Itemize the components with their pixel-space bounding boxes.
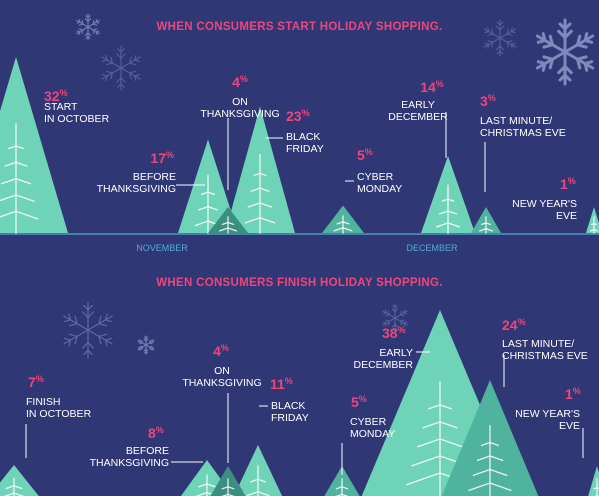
category-label: FINISH IN OCTOBER xyxy=(26,396,92,420)
tree-mark xyxy=(225,106,295,234)
category-label: BEFORE THANKSGIVING xyxy=(90,445,169,469)
chart-title: WHEN CONSUMERS START HOLIDAY SHOPPING. xyxy=(157,21,443,33)
tree-mark xyxy=(586,207,599,234)
data-label: 7% xyxy=(28,374,44,390)
tree-mark xyxy=(588,466,599,496)
snowflake-icon xyxy=(483,19,517,57)
data-label: 1% xyxy=(560,176,576,192)
category-label: NEW YEAR'S EVE xyxy=(515,408,580,432)
tree-mark-shape xyxy=(0,57,68,233)
data-label: 11% xyxy=(270,376,293,392)
category-label: START IN OCTOBER xyxy=(44,101,110,125)
tree-mark-shape xyxy=(0,465,39,496)
tree-mark-shape xyxy=(586,207,599,233)
category-label: LAST MINUTE/CHRISTMAS EVE xyxy=(480,115,566,139)
snowflake-icon xyxy=(382,303,408,333)
tree-mark xyxy=(210,466,246,496)
data-label: 24% xyxy=(502,317,526,333)
category-label: NEW YEAR'S EVE xyxy=(512,198,577,222)
tree-mark xyxy=(208,207,248,234)
chart-title: WHEN CONSUMERS FINISH HOLIDAY SHOPPING. xyxy=(156,277,442,289)
snowflake-icon xyxy=(137,335,155,355)
category-label: ON THANKSGIVING xyxy=(200,96,279,120)
data-label: 8% xyxy=(148,425,164,441)
tree-mark xyxy=(178,139,238,234)
category-label: BEFORE THANKSGIVING xyxy=(97,171,176,195)
tree-mark xyxy=(471,207,501,234)
data-label: 5% xyxy=(351,394,367,410)
data-label: 4% xyxy=(232,74,248,90)
snowflake-icon xyxy=(63,301,113,359)
category-label: BLACK FRIDAY xyxy=(286,131,324,155)
category-label: CYBER MONDAY xyxy=(357,171,402,195)
category-label: BLACK FRIDAY xyxy=(271,400,309,424)
x-tick-label: NOVEMBER xyxy=(136,243,188,253)
data-label: 17% xyxy=(150,150,174,166)
tree-mark xyxy=(322,205,364,234)
data-label: 1% xyxy=(565,386,581,402)
category-label: EARLY DECEMBER xyxy=(353,347,413,371)
category-label: CYBER MONDAY xyxy=(350,416,395,440)
x-tick-label: DECEMBER xyxy=(406,243,458,253)
data-label: 38% xyxy=(382,325,406,341)
data-label: 23% xyxy=(286,108,310,124)
category-label: ON THANKSGIVING xyxy=(182,365,261,389)
snowflake-icon xyxy=(76,13,100,41)
category-label: LAST MINUTE/CHRISTMAS EVE xyxy=(502,338,588,362)
tree-mark xyxy=(441,380,539,496)
data-label: 4% xyxy=(213,343,229,359)
data-label: 3% xyxy=(480,93,496,109)
data-label: 14% xyxy=(420,79,444,95)
category-label: EARLY DECEMBER xyxy=(388,99,448,123)
snowflake-icon xyxy=(101,45,141,91)
data-label: 5% xyxy=(357,147,373,163)
tree-mark xyxy=(233,445,283,496)
tree-mark xyxy=(0,465,39,496)
tree-mark xyxy=(421,156,475,234)
tree-mark xyxy=(0,57,68,234)
snowflake-icon xyxy=(535,18,595,86)
